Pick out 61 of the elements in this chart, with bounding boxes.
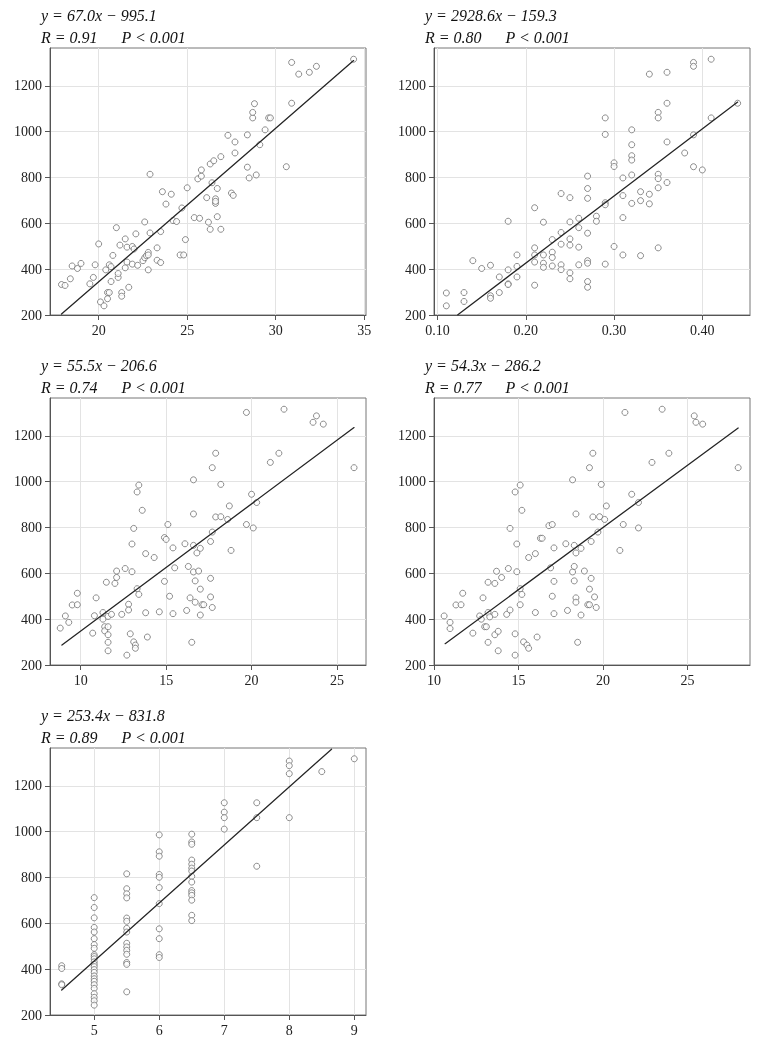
y-tick-label: 600 <box>21 215 42 231</box>
y-tick-label: 1200 <box>14 78 42 94</box>
x-tick-label: 9 <box>350 1022 358 1038</box>
y-tick-label: 600 <box>21 915 42 931</box>
y-tick-label: 200 <box>21 657 42 673</box>
y-tick-label: 800 <box>405 169 426 185</box>
x-tick-label: 20 <box>244 672 259 688</box>
y-tick-label: 200 <box>405 307 426 323</box>
x-tick-label: 0.30 <box>601 322 627 338</box>
x-tick-label: 10 <box>427 672 441 688</box>
y-tick-label: 1000 <box>14 124 42 140</box>
x-tick-label: 10 <box>73 672 88 688</box>
y-tick-label: 1200 <box>398 428 426 444</box>
x-tick-label: 0.10 <box>425 322 450 338</box>
y-tick-label: 800 <box>21 169 42 185</box>
y-tick-label: 600 <box>405 565 426 581</box>
y-tick-label: 200 <box>21 1007 42 1023</box>
chart-subtitle: R = 0.77 P < 0.001 <box>424 378 570 396</box>
chart-subtitle: R = 0.89 P < 0.001 <box>40 728 186 746</box>
chart-title: y = 2928.6x − 159.3 <box>423 6 557 25</box>
x-tick-label: 25 <box>329 672 344 688</box>
x-tick-label: 5 <box>90 1022 98 1038</box>
x-tick-label: 20 <box>91 322 106 338</box>
chart-title: y = 67.0x − 995.1 <box>39 6 157 25</box>
y-tick-label: 400 <box>21 261 42 277</box>
x-tick-label: 15 <box>159 672 174 688</box>
chart-title: y = 55.5x − 206.6 <box>39 356 157 375</box>
x-tick-label: 15 <box>511 672 526 688</box>
chart-subtitle: R = 0.80 P < 0.001 <box>424 28 570 46</box>
y-tick-label: 1200 <box>398 78 426 94</box>
y-tick-label: 800 <box>405 519 426 535</box>
y-tick-label: 400 <box>21 611 42 627</box>
y-tick-label: 1200 <box>14 778 42 794</box>
x-tick-label: 0.20 <box>513 322 539 338</box>
chart-title: y = 253.4x − 831.8 <box>39 706 165 725</box>
y-tick-label: 1000 <box>398 124 426 140</box>
x-tick-label: 7 <box>220 1022 228 1038</box>
y-tick-label: 600 <box>405 215 426 231</box>
y-tick-label: 800 <box>21 519 42 535</box>
chart-subtitle: R = 0.91 P < 0.001 <box>40 28 186 46</box>
x-tick-label: 35 <box>357 322 372 338</box>
y-tick-label: 1200 <box>14 428 42 444</box>
y-tick-label: 400 <box>405 611 426 627</box>
x-tick-label: 30 <box>268 322 283 338</box>
y-tick-label: 400 <box>21 961 42 977</box>
y-tick-label: 1000 <box>398 474 426 490</box>
x-tick-label: 25 <box>680 672 695 688</box>
chart-title: y = 54.3x − 286.2 <box>423 356 541 375</box>
y-tick-label: 800 <box>21 869 42 885</box>
x-tick-label: 6 <box>155 1022 163 1038</box>
y-tick-label: 1000 <box>14 824 42 840</box>
x-tick-label: 25 <box>180 322 195 338</box>
x-tick-label: 0.40 <box>690 322 715 338</box>
x-tick-label: 20 <box>595 672 610 688</box>
chart-subtitle: R = 0.74 P < 0.001 <box>40 378 186 396</box>
y-tick-label: 1000 <box>14 474 42 490</box>
x-tick-label: 8 <box>285 1022 293 1038</box>
y-tick-label: 200 <box>21 307 42 323</box>
y-tick-label: 400 <box>405 261 426 277</box>
y-tick-label: 600 <box>21 565 42 581</box>
y-tick-label: 200 <box>405 657 426 673</box>
